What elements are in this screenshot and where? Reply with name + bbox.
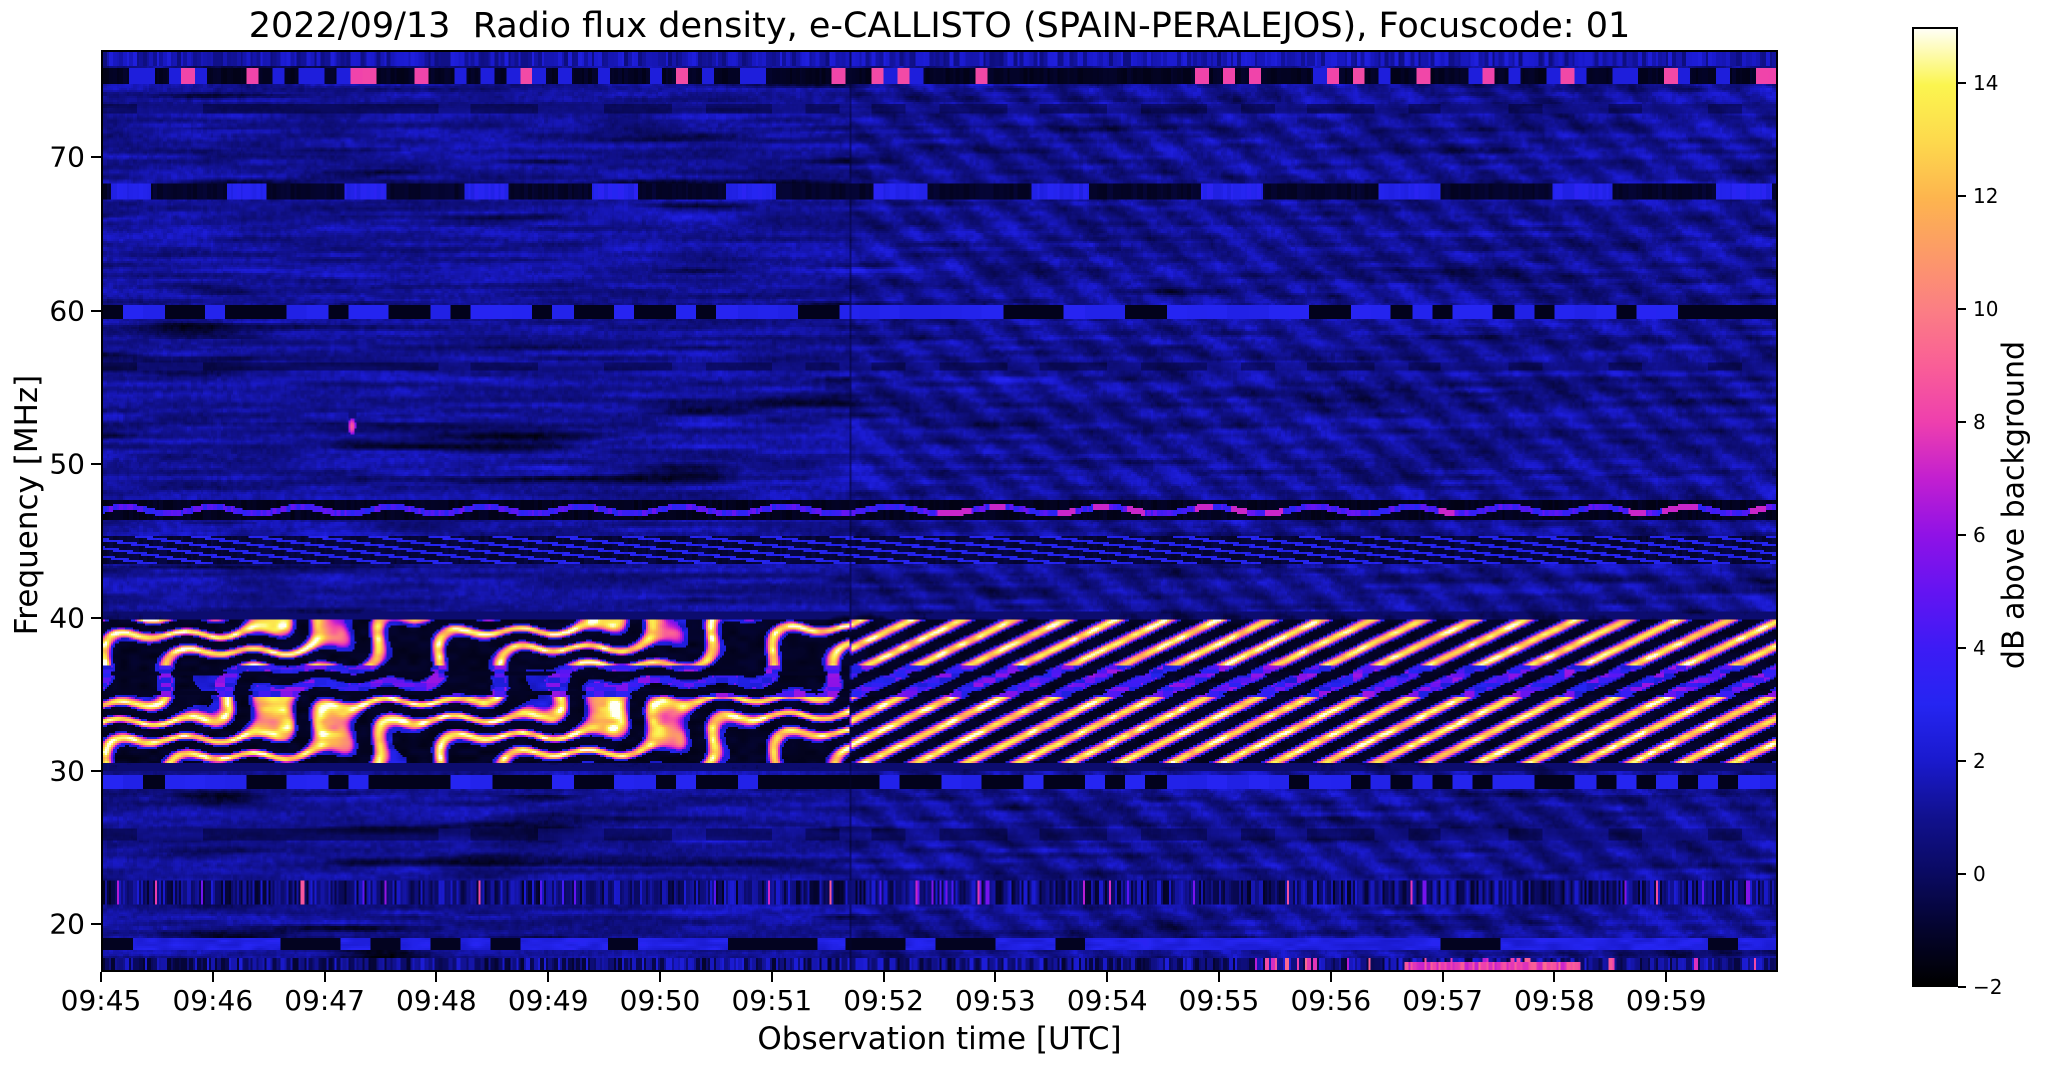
colorbar: [1912, 27, 1958, 987]
x-tick-mark: [1441, 972, 1444, 982]
colorbar-tick-label: 2: [1973, 749, 1986, 774]
x-tick-mark: [435, 972, 438, 982]
y-tick-mark: [91, 770, 101, 773]
x-tick-label: 09:52: [843, 984, 924, 1017]
colorbar-tick-mark: [1958, 421, 1966, 424]
x-tick-label: 09:47: [284, 984, 365, 1017]
y-tick-label: 50: [49, 447, 85, 481]
colorbar-tick-mark: [1958, 534, 1966, 537]
x-tick-label: 09:55: [1178, 984, 1260, 1017]
x-tick-mark: [100, 972, 102, 982]
y-axis-label: Frequency [MHz]: [9, 374, 45, 636]
colorbar-tick-label: 8: [1973, 410, 1986, 435]
spectrogram-heatmap: [103, 52, 1776, 970]
colorbar-tick-mark: [1958, 986, 1966, 988]
colorbar-tick-label: −2: [1973, 975, 2003, 999]
x-tick-mark: [1329, 972, 1332, 982]
x-tick-mark: [211, 972, 214, 982]
x-tick-label: 09:56: [1290, 984, 1372, 1017]
y-tick-mark: [91, 923, 101, 926]
colorbar-tick-label: 10: [1973, 297, 1999, 322]
x-tick-label: 09:48: [396, 984, 477, 1017]
x-axis-label: Observation time [UTC]: [757, 1021, 1122, 1057]
y-tick-label: 70: [49, 140, 85, 174]
colorbar-tick-mark: [1958, 647, 1966, 650]
x-tick-label: 09:45: [60, 984, 142, 1017]
x-tick-mark: [1553, 972, 1556, 982]
x-tick-label: 09:59: [1625, 984, 1707, 1017]
y-tick-label: 30: [49, 754, 85, 788]
chart-title: 2022/09/13 Radio flux density, e-CALLIST…: [248, 6, 1631, 46]
colorbar-tick-label: 0: [1973, 862, 1986, 887]
colorbar-label: dB above background: [1996, 340, 2032, 670]
plot-area: [101, 50, 1778, 972]
x-tick-mark: [547, 972, 550, 982]
x-tick-mark: [1665, 972, 1668, 982]
x-tick-mark: [323, 972, 326, 982]
y-tick-label: 20: [49, 907, 85, 941]
colorbar-tick-mark: [1958, 308, 1966, 311]
x-tick-mark: [882, 972, 885, 982]
y-tick-label: 60: [49, 294, 85, 328]
y-tick-mark: [91, 463, 101, 466]
y-tick-label: 40: [49, 601, 85, 635]
colorbar-tick-mark: [1958, 195, 1966, 198]
x-tick-label: 09:51: [731, 984, 813, 1017]
colorbar-tick-label: 4: [1973, 636, 1986, 661]
colorbar-tick-label: 12: [1973, 184, 1999, 209]
colorbar-tick-mark: [1958, 760, 1966, 763]
y-tick-mark: [91, 616, 101, 619]
y-tick-mark: [91, 156, 101, 159]
colorbar-tick-label: 14: [1973, 71, 1999, 96]
colorbar-tick-mark: [1958, 873, 1966, 876]
x-tick-mark: [770, 972, 773, 982]
x-tick-label: 09:58: [1514, 984, 1595, 1017]
y-tick-mark: [91, 309, 101, 312]
x-tick-label: 09:54: [1066, 984, 1148, 1017]
colorbar-tick-mark: [1958, 82, 1966, 85]
x-tick-label: 09:50: [619, 984, 701, 1017]
x-tick-mark: [1218, 972, 1220, 982]
x-tick-label: 09:46: [172, 984, 254, 1017]
colorbar-tick-label: 6: [1973, 523, 1986, 548]
x-tick-label: 09:49: [507, 984, 589, 1017]
x-tick-label: 09:57: [1402, 984, 1483, 1017]
x-tick-label: 09:53: [955, 984, 1036, 1017]
x-tick-mark: [659, 972, 661, 982]
x-tick-mark: [994, 972, 997, 982]
x-tick-mark: [1106, 972, 1109, 982]
